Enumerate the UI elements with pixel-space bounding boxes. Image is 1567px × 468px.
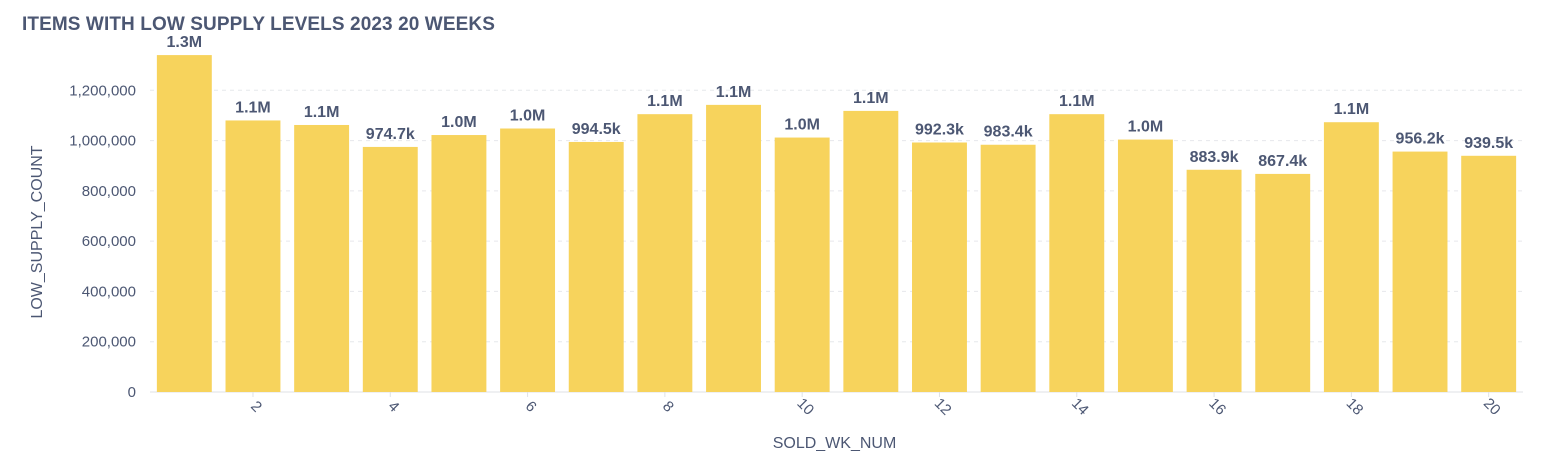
bar <box>706 104 761 393</box>
y-tick-label: 0 <box>128 384 136 401</box>
data-label: 1.0M <box>510 108 546 125</box>
bar <box>843 110 899 392</box>
bar <box>637 114 693 393</box>
bar <box>1255 173 1311 392</box>
data-label: 1.1M <box>647 93 683 110</box>
data-label: 1.1M <box>1334 101 1370 118</box>
bar <box>431 135 487 393</box>
x-tick-label: 4 <box>384 398 402 416</box>
data-label: 994.5k <box>572 121 621 138</box>
y-tick-label: 600,000 <box>82 233 136 250</box>
bar <box>1461 155 1517 392</box>
bar <box>1117 139 1173 392</box>
y-tick-label: 400,000 <box>82 283 136 300</box>
bar <box>294 124 350 393</box>
bar <box>774 137 830 392</box>
data-label: 1.3M <box>167 34 203 51</box>
data-label: 1.1M <box>304 104 340 121</box>
data-label: 1.1M <box>716 84 752 101</box>
y-tick-label: 200,000 <box>82 334 136 351</box>
bar <box>568 141 624 392</box>
bar <box>912 142 967 392</box>
bar <box>1323 122 1379 393</box>
data-label: 1.0M <box>784 117 820 134</box>
x-tick-label: 12 <box>931 395 955 419</box>
x-tick-label: 2 <box>247 398 265 416</box>
x-tick-label: 10 <box>793 395 817 419</box>
bar <box>362 146 418 392</box>
data-label: 939.5k <box>1464 135 1513 152</box>
x-tick-label: 18 <box>1343 395 1367 419</box>
data-label: 1.0M <box>1128 119 1164 136</box>
y-tick-label: 1,000,000 <box>69 133 136 150</box>
chart-title: ITEMS WITH LOW SUPPLY LEVELS 2023 20 WEE… <box>22 14 495 35</box>
bar <box>500 128 556 392</box>
data-label: 867.4k <box>1258 153 1307 170</box>
data-label: 1.1M <box>1059 93 1095 110</box>
data-label: 1.1M <box>853 90 889 107</box>
x-tick-label: 8 <box>659 398 677 416</box>
data-label: 956.2k <box>1396 131 1445 148</box>
bar <box>156 55 212 392</box>
bar <box>1049 114 1105 393</box>
bar <box>225 120 281 392</box>
x-axis-label: SOLD_WK_NUM <box>773 435 897 452</box>
data-label: 1.0M <box>441 114 477 131</box>
data-label: 983.4k <box>984 124 1033 141</box>
x-tick-label: 6 <box>522 398 540 416</box>
x-tick-label: 16 <box>1205 395 1229 419</box>
bar <box>980 144 1036 392</box>
x-tick-label: 14 <box>1068 395 1092 419</box>
bar <box>1392 151 1448 392</box>
data-label: 974.7k <box>366 126 415 143</box>
data-label: 1.1M <box>235 99 271 116</box>
x-tick-label: 20 <box>1480 395 1504 419</box>
data-label: 883.9k <box>1190 149 1239 166</box>
bar <box>1186 169 1242 392</box>
y-axis-label: LOW_SUPPLY_COUNT <box>29 145 46 318</box>
data-label: 992.3k <box>915 122 964 139</box>
y-tick-label: 800,000 <box>82 183 136 200</box>
y-tick-label: 1,200,000 <box>69 82 136 99</box>
